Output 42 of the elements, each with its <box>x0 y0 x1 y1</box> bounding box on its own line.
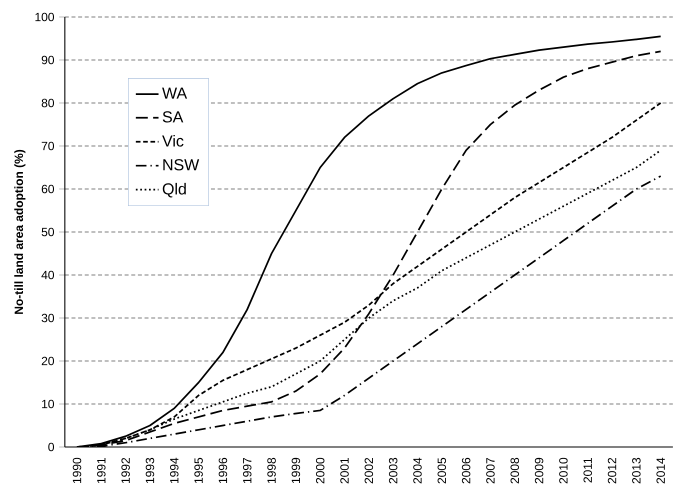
y-tick-label: 50 <box>42 228 54 236</box>
legend-label: Qld <box>162 182 186 198</box>
x-tick-label: 2005 <box>438 458 446 484</box>
x-tick-label: 2008 <box>510 458 520 484</box>
y-tick-label: 100 <box>35 12 54 22</box>
x-tick-label: 1992 <box>121 458 130 484</box>
y-tick-label: 20 <box>42 356 54 366</box>
x-tick-label: 2001 <box>340 458 349 484</box>
x-tick-label: 2010 <box>559 458 568 484</box>
legend-label: SA <box>162 111 184 122</box>
x-tick-label: 2011 <box>583 458 592 482</box>
y-tick-label: 0 <box>48 442 54 452</box>
x-tick-label: 2002 <box>364 458 374 484</box>
x-tick-label: 2006 <box>462 458 470 484</box>
y-tick-label: 70 <box>42 142 54 150</box>
x-tick-label: 2009 <box>534 458 544 484</box>
legend-label: NSW <box>163 159 200 170</box>
y-tick-label: 10 <box>42 400 54 408</box>
legend-label: Vic <box>162 134 184 147</box>
x-tick-label: 1997 <box>243 458 252 484</box>
y-axis-title: No-till land area adoption (%) <box>14 150 26 314</box>
x-tick-label: 1995 <box>194 458 203 484</box>
y-tick-label: 80 <box>42 98 54 108</box>
x-tick-label: 1994 <box>170 458 179 484</box>
x-tick-label: 2000 <box>316 458 324 484</box>
x-tick-label: 2007 <box>486 458 495 484</box>
x-tick-label: 1991 <box>97 458 106 484</box>
x-tick-label: 1990 <box>72 458 82 484</box>
x-tick-label: 1999 <box>292 458 300 484</box>
x-tick-label: 2014 <box>656 458 665 484</box>
y-tick-label: 90 <box>42 56 54 64</box>
x-tick-label: 2013 <box>632 458 641 484</box>
x-tick-label: 1998 <box>267 458 276 484</box>
y-tick-label: 60 <box>42 184 54 194</box>
x-tick-label: 1996 <box>218 458 228 484</box>
legend-label: WA <box>162 88 188 99</box>
y-tick-label: 30 <box>42 314 54 322</box>
x-tick-label: 2004 <box>413 458 422 484</box>
x-tick-label: 1993 <box>146 458 154 484</box>
x-tick-label: 2003 <box>388 458 398 484</box>
y-tick-label: 40 <box>41 270 54 280</box>
x-tick-label: 2012 <box>608 458 616 484</box>
